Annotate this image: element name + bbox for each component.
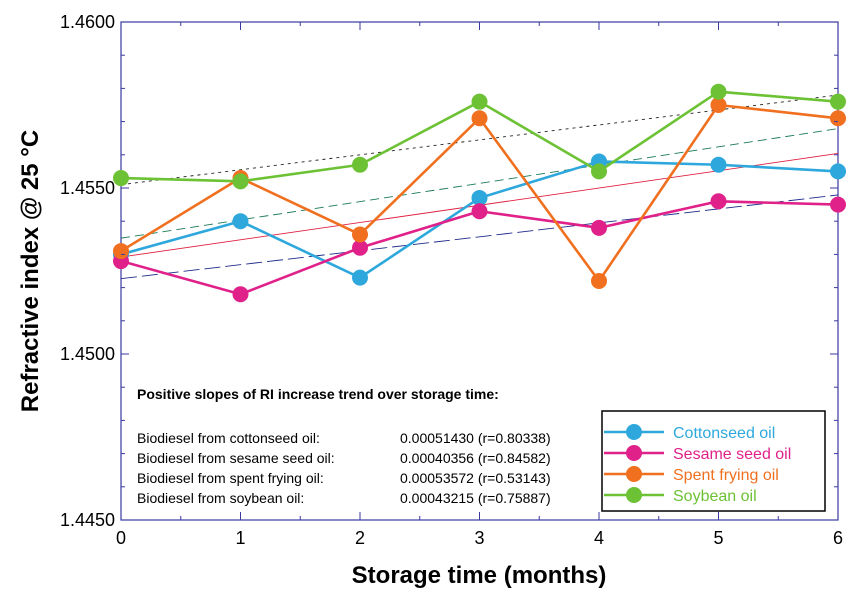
legend-swatch-marker <box>626 466 642 482</box>
data-point <box>830 163 846 179</box>
data-point <box>591 220 607 236</box>
data-point <box>472 110 488 126</box>
x-tick-label: 5 <box>713 528 723 548</box>
legend-swatch-marker <box>626 424 642 440</box>
legend-label: Spent frying oil <box>673 467 779 484</box>
annotation-row-value: 0.00043215 (r=0.75887) <box>400 490 551 506</box>
data-point <box>591 273 607 289</box>
data-point <box>472 94 488 110</box>
data-point <box>711 157 727 173</box>
y-tick-label: 1.4450 <box>60 510 115 530</box>
data-point <box>352 226 368 242</box>
annotation-title: Positive slopes of RI increase trend ove… <box>137 386 499 402</box>
annotation-row-label: Biodiesel from sesame seed oil: <box>137 450 335 466</box>
data-point <box>830 110 846 126</box>
data-point <box>830 94 846 110</box>
annotation-row-value: 0.00053572 (r=0.53143) <box>400 470 551 486</box>
annotation-row-label: Biodiesel from cottonseed oil: <box>137 430 320 446</box>
data-point <box>830 197 846 213</box>
data-point <box>233 213 249 229</box>
data-point <box>233 173 249 189</box>
y-tick-label: 1.4550 <box>60 178 115 198</box>
legend-swatch-marker <box>626 487 642 503</box>
x-tick-label: 0 <box>116 528 126 548</box>
data-point <box>233 286 249 302</box>
data-point <box>591 163 607 179</box>
data-point <box>113 170 129 186</box>
legend-swatch-marker <box>626 445 642 461</box>
annotation-row-value: 0.00051430 (r=0.80338) <box>400 430 551 446</box>
data-point <box>711 193 727 209</box>
annotation-row-label: Biodiesel from soybean oil: <box>137 490 304 506</box>
annotation-row-label: Biodiesel from spent frying oil: <box>137 470 324 486</box>
y-tick-label: 1.4500 <box>60 344 115 364</box>
x-tick-label: 6 <box>833 528 843 548</box>
data-point <box>113 243 129 259</box>
y-tick-label: 1.4600 <box>60 12 115 32</box>
legend: Cottonseed oil Sesame seed oil Spent fryin… <box>602 411 825 511</box>
data-point <box>472 203 488 219</box>
annotation-row-value: 0.00040356 (r=0.84582) <box>400 450 551 466</box>
legend-label: Sesame seed oil <box>673 446 791 463</box>
legend-label: Cottonseed oil <box>673 425 775 442</box>
data-point <box>352 157 368 173</box>
y-axis-title: Refractive index @ 25 °C <box>17 130 44 412</box>
data-point <box>352 270 368 286</box>
x-tick-label: 3 <box>474 528 484 548</box>
x-axis-title: Storage time (months) <box>352 562 607 589</box>
data-point <box>711 84 727 100</box>
x-tick-label: 2 <box>355 528 365 548</box>
legend-label: Soybean oil <box>673 488 757 505</box>
x-tick-label: 4 <box>594 528 604 548</box>
x-tick-label: 1 <box>235 528 245 548</box>
